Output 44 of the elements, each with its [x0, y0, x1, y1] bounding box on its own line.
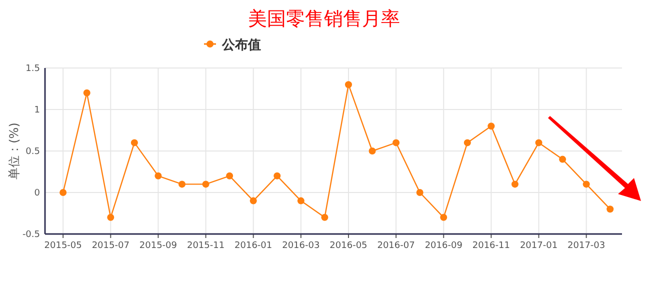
point: [582, 180, 590, 188]
y-tick-label: 0.5: [26, 147, 40, 157]
chart-title: 美国零售销售月率: [248, 8, 400, 30]
x-tick-label: 2016-01: [234, 241, 272, 251]
point: [83, 89, 90, 96]
point: [488, 122, 495, 130]
x-tick-label: 2015-07: [92, 241, 130, 251]
point: [535, 139, 542, 146]
point: [297, 197, 304, 204]
point: [344, 81, 352, 88]
point: [368, 148, 376, 154]
point: [202, 180, 210, 188]
point: [464, 139, 471, 146]
x-tick-label: 2015-05: [44, 241, 82, 251]
point: [440, 214, 448, 221]
point: [321, 214, 328, 221]
point: [226, 172, 234, 180]
x-tick-label: 2016-09: [424, 241, 463, 251]
point: [178, 180, 186, 188]
point: [60, 189, 67, 196]
y-tick-label: 0: [34, 188, 40, 198]
x-tick-label: 2016-05: [330, 241, 368, 251]
point: [274, 172, 281, 180]
point: [250, 197, 257, 204]
point: [154, 172, 162, 180]
x-tick-label: 2017-03: [568, 241, 606, 251]
point: [130, 139, 138, 146]
y-tick-label: 1: [34, 106, 40, 116]
x-tick-label: 2016-11: [472, 241, 510, 251]
point: [559, 156, 566, 163]
point: [511, 180, 518, 188]
y-tick-label: 1.5: [26, 64, 40, 74]
x-tick-label: 2017-01: [520, 241, 558, 251]
legend-label: 公布值: [221, 38, 261, 53]
y-axis-title: 单位：(%): [7, 122, 21, 180]
point: [606, 206, 614, 213]
point: [416, 189, 424, 196]
y-tick-label: -0.5: [22, 230, 40, 240]
point: [107, 214, 114, 221]
x-tick-label: 2016-03: [282, 241, 320, 251]
x-tick-label: 2015-09: [139, 241, 178, 251]
x-tick-label: 2016-07: [377, 241, 415, 251]
point: [392, 139, 400, 146]
x-tick-label: 2015-11: [186, 241, 225, 251]
